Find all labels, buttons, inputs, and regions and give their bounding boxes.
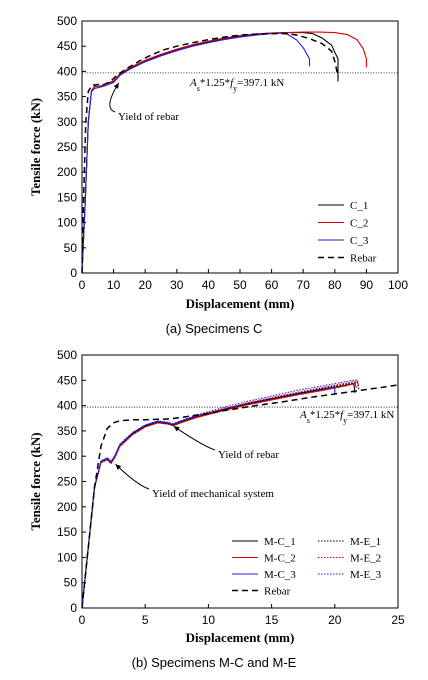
figure-caption: (b) Specimens M-C and M-E bbox=[132, 655, 297, 670]
x-tick-label: 10 bbox=[202, 613, 216, 627]
y-axis-label: Tensile force (kN) bbox=[28, 98, 43, 196]
legend: M-C_1 M-C_2 M-C_3 M-E_1 M-E_2 M-E_3 Rebar bbox=[232, 536, 382, 598]
y-tick-label: 450 bbox=[57, 39, 77, 53]
legend-label: M-E_2 bbox=[350, 553, 381, 565]
arrowhead bbox=[115, 464, 122, 470]
x-tick-label: 70 bbox=[297, 278, 311, 292]
annotation-label: Yield of rebar bbox=[218, 449, 279, 461]
y-tick-label: 150 bbox=[57, 190, 77, 204]
x-tick-label: 0 bbox=[79, 613, 86, 627]
series-rebar bbox=[81, 384, 399, 609]
y-tick-label: 450 bbox=[57, 373, 77, 387]
y-tick-label: 100 bbox=[57, 216, 77, 230]
y-tick-label: 100 bbox=[57, 550, 77, 564]
series-c-1 bbox=[81, 32, 339, 274]
annotation-label: Yield of rebar bbox=[118, 111, 179, 123]
y-tick-label: 300 bbox=[57, 449, 77, 463]
legend-label: M-C_1 bbox=[264, 536, 296, 548]
y-tick-label: 50 bbox=[64, 576, 78, 590]
x-tick-label: 50 bbox=[233, 278, 247, 292]
y-tick-label: 500 bbox=[57, 348, 77, 362]
x-tick-label: 40 bbox=[202, 278, 216, 292]
arrowhead bbox=[113, 82, 119, 89]
y-tick-label: 500 bbox=[57, 14, 77, 28]
legend-label: Rebar bbox=[350, 253, 377, 265]
x-tick-label: 20 bbox=[328, 613, 342, 627]
y-tick-label: 200 bbox=[57, 165, 77, 179]
y-tick-label: 300 bbox=[57, 115, 77, 129]
x-tick-label: 25 bbox=[391, 613, 405, 627]
figure-caption: (a) Specimens C bbox=[166, 321, 263, 336]
y-tick-label: 400 bbox=[57, 399, 77, 413]
x-tick-label: 30 bbox=[170, 278, 184, 292]
annotation-arrow bbox=[115, 463, 150, 490]
chart-1: 0 50 100 150 200 250 300 350 400 450 500 0 10 20 30 40 5… bbox=[28, 14, 408, 336]
legend-label: C_2 bbox=[350, 218, 368, 230]
y-tick-label: 0 bbox=[70, 266, 77, 280]
legend-label: M-C_3 bbox=[264, 569, 296, 581]
y-axis-label: Tensile force (kN) bbox=[28, 432, 43, 530]
y-tick-label: 400 bbox=[57, 64, 77, 78]
x-tick-label: 80 bbox=[328, 278, 342, 292]
x-tick-label: 100 bbox=[388, 278, 408, 292]
x-tick-label: 20 bbox=[139, 278, 153, 292]
x-tick-label: 60 bbox=[265, 278, 279, 292]
series-m-e-2 bbox=[81, 380, 360, 609]
legend-label: M-E_3 bbox=[350, 569, 382, 581]
series-c-2 bbox=[81, 31, 367, 274]
x-axis-label: Displacement (mm) bbox=[186, 296, 295, 311]
chart-2: 0 50 100 150 200 250 300 350 400 450 500 0 5 10 15 20 25… bbox=[28, 348, 405, 670]
legend-label: M-E_1 bbox=[350, 536, 381, 548]
reference-label: As*1.25*fy=397.1 kN bbox=[299, 409, 394, 425]
y-tick-label: 350 bbox=[57, 90, 77, 104]
legend-label: M-C_2 bbox=[264, 553, 296, 565]
series-c-3 bbox=[81, 32, 311, 274]
series-m-e-3 bbox=[81, 379, 359, 609]
x-tick-label: 15 bbox=[265, 613, 279, 627]
x-axis-label: Displacement (mm) bbox=[186, 630, 295, 645]
legend-label: Rebar bbox=[264, 586, 291, 598]
x-tick-label: 10 bbox=[107, 278, 121, 292]
annotation-arrow bbox=[173, 425, 216, 451]
arrowhead bbox=[173, 426, 180, 432]
y-tick-label: 250 bbox=[57, 475, 77, 489]
y-tick-label: 0 bbox=[70, 601, 77, 615]
legend-label: C_1 bbox=[350, 200, 368, 212]
reference-label: As*1.25*fy=397.1 kN bbox=[189, 77, 284, 93]
y-tick-label: 250 bbox=[57, 140, 77, 154]
legend-label: C_3 bbox=[350, 235, 369, 247]
y-tick-label: 350 bbox=[57, 424, 77, 438]
annotation-label: Yield of mechanical system bbox=[152, 488, 274, 500]
legend: C_1 C_2 C_3 Rebar bbox=[318, 200, 377, 265]
y-tick-label: 200 bbox=[57, 500, 77, 514]
series-rebar bbox=[81, 32, 339, 274]
series-m-e-1 bbox=[81, 381, 360, 609]
x-tick-label: 0 bbox=[79, 278, 86, 292]
x-tick-label: 5 bbox=[142, 613, 149, 627]
y-tick-label: 150 bbox=[57, 525, 77, 539]
y-tick-label: 50 bbox=[64, 241, 78, 255]
x-tick-label: 90 bbox=[360, 278, 374, 292]
